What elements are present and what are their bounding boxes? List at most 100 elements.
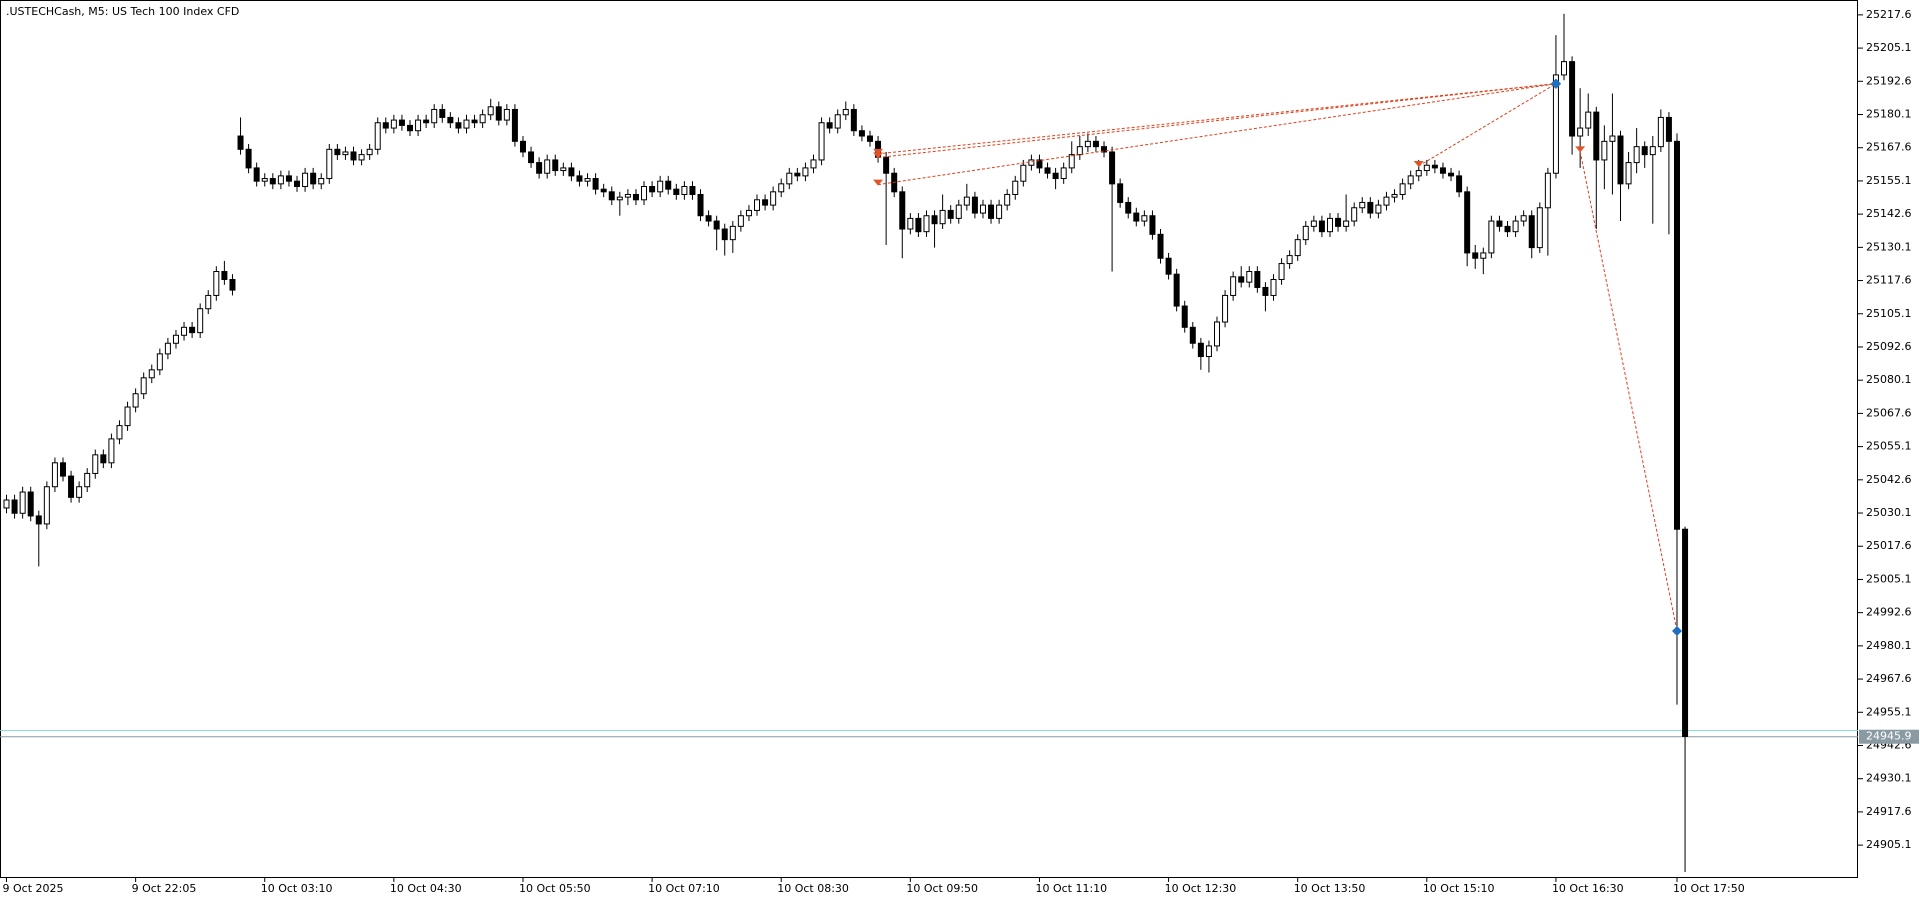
y-tick-label: 25080.1 bbox=[1866, 373, 1912, 386]
candle-body bbox=[673, 188, 680, 195]
candle-body bbox=[826, 122, 833, 129]
candle-body bbox=[1520, 215, 1527, 222]
candle-body bbox=[342, 151, 349, 156]
candle-body bbox=[108, 438, 115, 464]
candle-body bbox=[205, 294, 212, 310]
candle-body bbox=[996, 204, 1003, 219]
candle-body bbox=[1238, 276, 1245, 283]
trade-line bbox=[878, 83, 1556, 159]
candle-body bbox=[229, 278, 236, 291]
trade-line bbox=[1579, 151, 1678, 632]
y-tick-label: 25117.6 bbox=[1866, 274, 1912, 287]
candle-body bbox=[1157, 233, 1164, 259]
candle-body bbox=[834, 114, 841, 129]
candle-body bbox=[1004, 193, 1011, 206]
candle-body bbox=[140, 377, 147, 395]
candle-body bbox=[1214, 321, 1220, 347]
candle-body bbox=[366, 148, 373, 156]
candle-body bbox=[528, 151, 535, 164]
candle-body bbox=[1375, 204, 1382, 214]
candle-body bbox=[285, 175, 292, 182]
candle-body bbox=[92, 454, 99, 474]
candle-body bbox=[818, 122, 825, 161]
candle-body bbox=[1625, 162, 1632, 185]
candle-body bbox=[1617, 135, 1624, 185]
y-tick-label: 25067.6 bbox=[1866, 406, 1912, 419]
candle-body bbox=[132, 393, 139, 408]
candle-body bbox=[471, 119, 478, 124]
candle-body bbox=[116, 425, 123, 440]
candle-body bbox=[1641, 146, 1648, 156]
candle-body bbox=[544, 159, 551, 174]
candle-body bbox=[705, 215, 712, 222]
candle-body bbox=[1512, 220, 1519, 233]
candle-body bbox=[398, 119, 405, 126]
candle-body bbox=[358, 154, 365, 161]
sell-marker bbox=[873, 152, 884, 159]
candle-body bbox=[59, 462, 66, 477]
candle-body bbox=[415, 119, 422, 132]
candle-body bbox=[1052, 172, 1059, 180]
candle-body bbox=[1246, 271, 1253, 283]
candle-body bbox=[1205, 345, 1212, 358]
candle-body bbox=[156, 353, 163, 371]
candle-body bbox=[1496, 220, 1503, 227]
candle-body bbox=[842, 108, 849, 116]
candle-body bbox=[447, 116, 454, 124]
x-tick-label: 9 Oct 2025 bbox=[3, 882, 64, 895]
candle-body bbox=[858, 130, 865, 137]
candle-body bbox=[1278, 263, 1285, 280]
y-tick-label: 25192.6 bbox=[1866, 74, 1912, 87]
y-tick-label: 25217.6 bbox=[1866, 8, 1912, 21]
candle-body bbox=[552, 159, 559, 172]
candle-body bbox=[1391, 193, 1398, 198]
candle-body bbox=[721, 228, 728, 241]
y-tick-label: 25155.1 bbox=[1866, 174, 1912, 187]
candle-body bbox=[616, 196, 623, 201]
candle-body bbox=[3, 499, 10, 509]
candle-body bbox=[269, 178, 276, 185]
candle-body bbox=[729, 225, 736, 241]
candle-body bbox=[51, 462, 58, 488]
candle-body bbox=[277, 175, 284, 185]
candle-body bbox=[334, 148, 341, 156]
x-tick-label: 10 Oct 03:10 bbox=[261, 882, 333, 895]
candle-body bbox=[100, 454, 107, 464]
candle-body bbox=[519, 140, 526, 153]
candle-body bbox=[560, 167, 567, 172]
candle-body bbox=[1609, 135, 1616, 142]
candle-body bbox=[1439, 167, 1446, 174]
candle-body bbox=[1109, 151, 1116, 185]
candle-body bbox=[124, 406, 131, 427]
candle-body bbox=[1367, 201, 1374, 214]
candle-body bbox=[1230, 276, 1237, 296]
candle-body bbox=[576, 175, 583, 182]
trade-line bbox=[878, 83, 1556, 155]
x-tick-label: 10 Oct 05:50 bbox=[519, 882, 591, 895]
candle-body bbox=[947, 209, 954, 219]
candle-body bbox=[439, 108, 446, 118]
candle-body bbox=[1593, 111, 1600, 161]
x-tick-label: 10 Oct 08:30 bbox=[777, 882, 849, 895]
candle-body bbox=[1020, 164, 1027, 182]
candle-body bbox=[374, 122, 381, 150]
candle-body bbox=[971, 196, 978, 214]
candle-body bbox=[1649, 146, 1656, 156]
plot-frame bbox=[0, 0, 1858, 878]
y-tick-label: 24992.6 bbox=[1866, 606, 1912, 619]
y-tick-label: 25055.1 bbox=[1866, 440, 1912, 453]
y-tick-label: 25205.1 bbox=[1866, 41, 1912, 54]
candle-body bbox=[181, 326, 188, 336]
candle-body bbox=[1577, 127, 1584, 137]
trade-line bbox=[877, 83, 1557, 186]
candle-body bbox=[1125, 201, 1132, 214]
candle-body bbox=[495, 106, 502, 121]
candle-body bbox=[1197, 342, 1204, 358]
candle-body bbox=[697, 193, 704, 217]
candle-body bbox=[923, 215, 930, 233]
candle-body bbox=[350, 151, 357, 161]
candle-body bbox=[1504, 225, 1511, 233]
candle-body bbox=[866, 135, 873, 142]
candle-body bbox=[1351, 207, 1358, 222]
candle-body bbox=[1028, 159, 1035, 166]
